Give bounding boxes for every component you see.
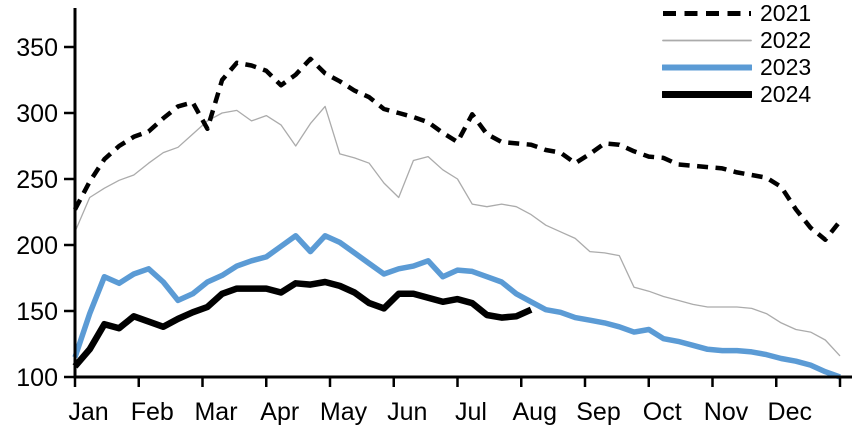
x-month-label: Aug: [513, 398, 557, 426]
legend: 2021 2022 2023 2024: [662, 0, 811, 108]
y-tick-label: 300: [16, 100, 58, 128]
x-month-label: Jan: [68, 398, 108, 426]
y-tick-label: 100: [16, 364, 58, 392]
x-month-label: Dec: [768, 398, 812, 426]
legend-item-2024: 2024: [662, 81, 811, 108]
y-tick-label: 350: [16, 34, 58, 62]
legend-label-2021: 2021: [760, 0, 812, 26]
legend-item-2022: 2022: [662, 27, 811, 54]
y-tick-label: 250: [16, 166, 58, 194]
legend-line-2022-icon: [662, 39, 752, 42]
y-tick-label: 200: [16, 232, 58, 260]
x-month-label: Sep: [576, 398, 620, 426]
y-tick-label: 150: [16, 298, 58, 326]
legend-label-2023: 2023: [760, 54, 812, 80]
x-month-label: Oct: [643, 398, 682, 426]
legend-line-2021-icon: [663, 11, 751, 16]
series-line-2022: [74, 105, 841, 357]
x-month-label: Nov: [704, 398, 749, 426]
series-line-2021: [73, 56, 842, 242]
x-month-label: Jun: [387, 398, 427, 426]
x-month-label: Feb: [131, 398, 174, 426]
legend-item-2023: 2023: [662, 54, 811, 81]
x-month-label: Mar: [194, 398, 237, 426]
x-month-label: May: [320, 398, 368, 426]
legend-line-2024-icon: [662, 91, 752, 98]
legend-line-2023-icon: [662, 64, 752, 71]
series-line-2024: [72, 278, 533, 369]
x-month-label: Jul: [455, 398, 487, 426]
legend-item-2021: 2021: [662, 0, 811, 27]
series-line-2023: [72, 233, 841, 380]
x-month-label: Apr: [260, 398, 299, 426]
legend-label-2022: 2022: [760, 27, 812, 53]
legend-label-2024: 2024: [760, 81, 812, 107]
